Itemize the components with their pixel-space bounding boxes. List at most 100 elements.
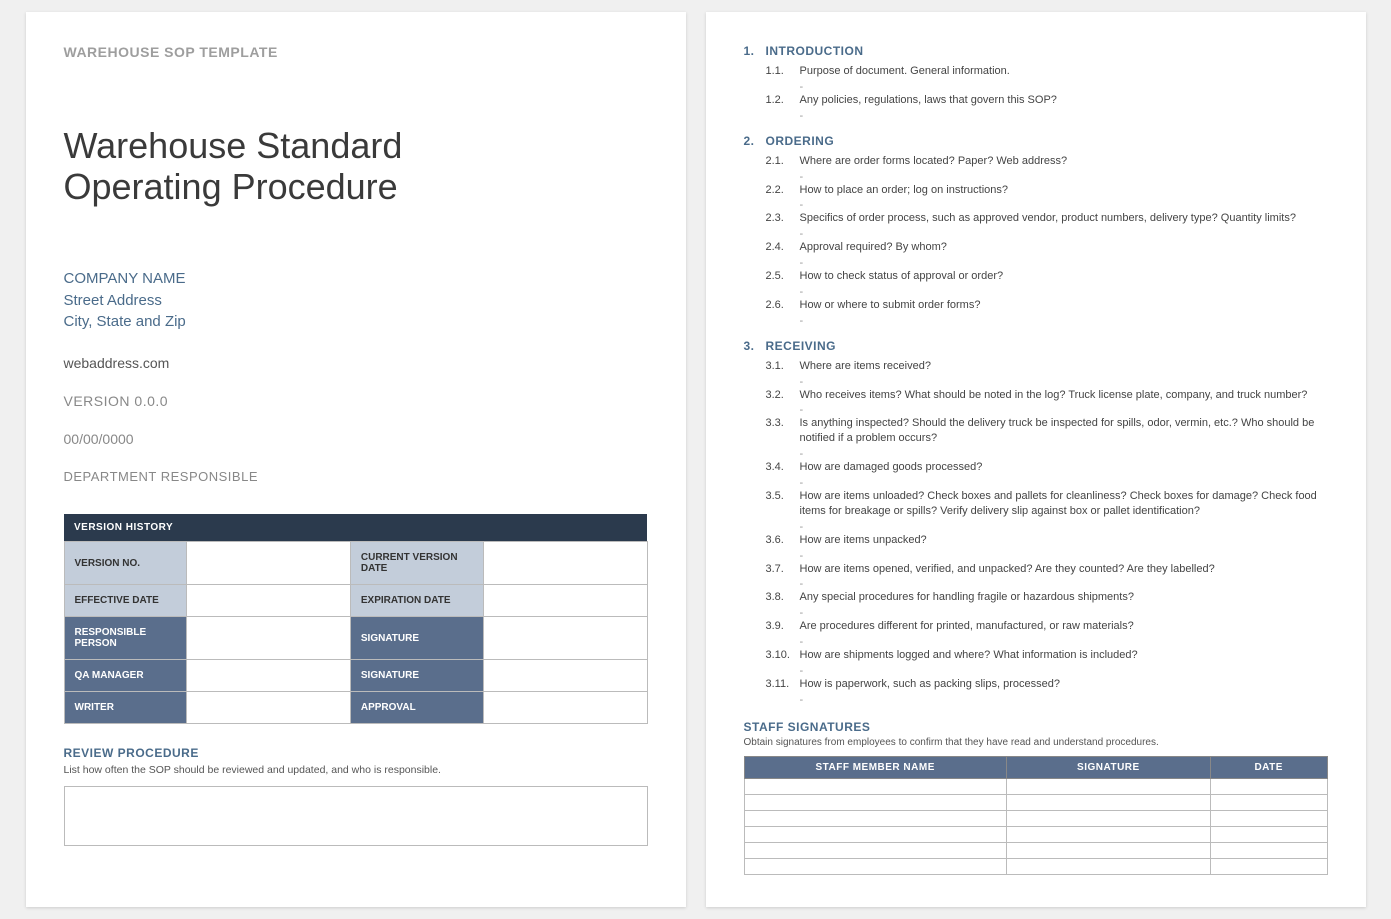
sig-cell[interactable] [744,842,1006,858]
vh-label: APPROVAL [350,692,483,724]
department-text: DEPARTMENT RESPONSIBLE [64,469,648,484]
vh-value[interactable] [187,617,351,660]
item-dash: - [744,550,1328,560]
item-number: 2.5. [766,269,800,284]
outline-item: 3.5.How are items unloaded? Check boxes … [744,487,1328,521]
vh-value[interactable] [483,585,647,617]
review-box[interactable] [64,786,648,846]
sig-cell[interactable] [1210,810,1327,826]
sig-cell[interactable] [744,826,1006,842]
sig-cell[interactable] [744,810,1006,826]
item-number: 1.2. [766,93,800,108]
item-dash: - [744,636,1328,646]
vh-value[interactable] [483,692,647,724]
section-number: 1. [744,44,766,58]
outline-section: 2.ORDERING2.1.Where are order forms loca… [744,134,1328,325]
item-dash: - [744,315,1328,325]
vh-value[interactable] [483,660,647,692]
sig-row [744,842,1327,858]
item-text: Who receives items? What should be noted… [800,388,1328,403]
document-title: Warehouse Standard Operating Procedure [64,125,648,208]
sig-cell[interactable] [1006,842,1210,858]
signatures-table: STAFF MEMBER NAME SIGNATURE DATE [744,756,1328,875]
sig-row [744,778,1327,794]
outline-section: 1.INTRODUCTION 1.1.Purpose of document. G… [744,44,1328,120]
title-line-2: Operating Procedure [64,166,648,207]
outline-item: 3.2.Who receives items? What should be n… [744,386,1328,405]
vh-row: VERSION NO. CURRENT VERSION DATE [64,542,647,585]
section-number: 3. [744,339,766,353]
section-heading: 3.RECEIVING [744,339,1328,353]
sig-cell[interactable] [744,794,1006,810]
vh-label: VERSION NO. [64,542,187,585]
item-text: How to check status of approval or order… [800,269,1328,284]
vh-value[interactable] [483,617,647,660]
item-number: 3.8. [766,590,800,605]
item-dash: - [744,578,1328,588]
sig-cell[interactable] [1006,810,1210,826]
vh-header-row: VERSION HISTORY [64,514,647,542]
item-dash: - [744,199,1328,209]
item-dash: - [744,286,1328,296]
vh-label: EFFECTIVE DATE [64,585,187,617]
outline-item: 1.2.Any policies, regulations, laws that… [744,91,1328,110]
review-label: REVIEW PROCEDURE [64,746,648,760]
company-block: COMPANY NAME Street Address City, State … [64,268,648,333]
sig-cell[interactable] [1006,858,1210,874]
sig-cell[interactable] [1210,858,1327,874]
item-dash: - [744,257,1328,267]
outline-item: 1.1.Purpose of document. General informa… [744,62,1328,81]
vh-label: CURRENT VERSION DATE [350,542,483,585]
item-text: How are items unloaded? Check boxes and … [800,489,1328,519]
section-title: INTRODUCTION [766,44,864,58]
vh-value[interactable] [187,692,351,724]
city-state-zip: City, State and Zip [64,311,648,333]
item-text: How are damaged goods processed? [800,460,1328,475]
vh-value[interactable] [483,542,647,585]
item-number: 1.1. [766,64,800,79]
item-dash: - [744,110,1328,120]
sig-row [744,794,1327,810]
sig-cell[interactable] [1210,842,1327,858]
item-text: Any special procedures for handling frag… [800,590,1328,605]
vh-label: WRITER [64,692,187,724]
sig-cell[interactable] [1006,826,1210,842]
item-dash: - [744,665,1328,675]
web-address: webaddress.com [64,355,648,371]
vh-label: EXPIRATION DATE [350,585,483,617]
item-number: 3.2. [766,388,800,403]
vh-row: RESPONSIBLE PERSONSIGNATURE [64,617,647,660]
date-text: 00/00/0000 [64,431,648,447]
item-number: 3.7. [766,562,800,577]
item-dash: - [744,376,1328,386]
item-number: 3.5. [766,489,800,519]
outline-item: 3.8.Any special procedures for handling … [744,588,1328,607]
item-text: Where are order forms located? Paper? We… [800,154,1328,169]
review-desc: List how often the SOP should be reviewe… [64,764,648,776]
signatures-desc: Obtain signatures from employees to conf… [744,737,1328,748]
vh-value[interactable] [187,542,351,585]
sig-cell[interactable] [1006,794,1210,810]
sig-cell[interactable] [744,858,1006,874]
outline-item: 3.3.Is anything inspected? Should the de… [744,414,1328,448]
vh-row: EFFECTIVE DATE EXPIRATION DATE [64,585,647,617]
sig-cell[interactable] [1210,778,1327,794]
vh-value[interactable] [187,660,351,692]
item-text: Where are items received? [800,359,1328,374]
item-dash: - [744,477,1328,487]
item-number: 2.2. [766,183,800,198]
item-number: 3.3. [766,416,800,446]
sig-cell[interactable] [1210,794,1327,810]
outline-item: 3.11.How is paperwork, such as packing s… [744,675,1328,694]
sig-row [744,858,1327,874]
version-history-table: VERSION HISTORY VERSION NO. CURRENT VERSI… [64,514,648,724]
sig-header-signature: SIGNATURE [1006,756,1210,778]
vh-value[interactable] [187,585,351,617]
item-number: 2.6. [766,298,800,313]
sig-cell[interactable] [1006,778,1210,794]
item-dash: - [744,448,1328,458]
sig-cell[interactable] [744,778,1006,794]
outline-item: 2.4.Approval required? By whom? [744,238,1328,257]
sig-cell[interactable] [1210,826,1327,842]
item-dash: - [744,404,1328,414]
